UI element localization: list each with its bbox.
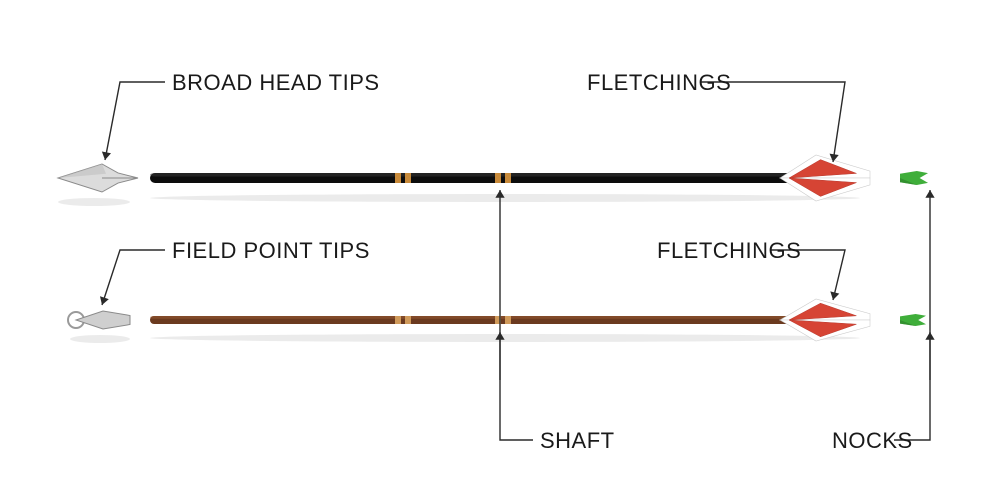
label-fletchings-bot: FLETCHINGS <box>657 238 801 264</box>
label-fletchings-top: FLETCHINGS <box>587 70 731 96</box>
arrow-anatomy-diagram: BROAD HEAD TIPS FLETCHINGS FIELD POINT T… <box>0 0 1000 500</box>
label-broad-head: BROAD HEAD TIPS <box>172 70 380 96</box>
label-nocks: NOCKS <box>832 428 913 454</box>
diagram-svg <box>0 0 1000 500</box>
label-field-point: FIELD POINT TIPS <box>172 238 370 264</box>
label-shaft: SHAFT <box>540 428 615 454</box>
